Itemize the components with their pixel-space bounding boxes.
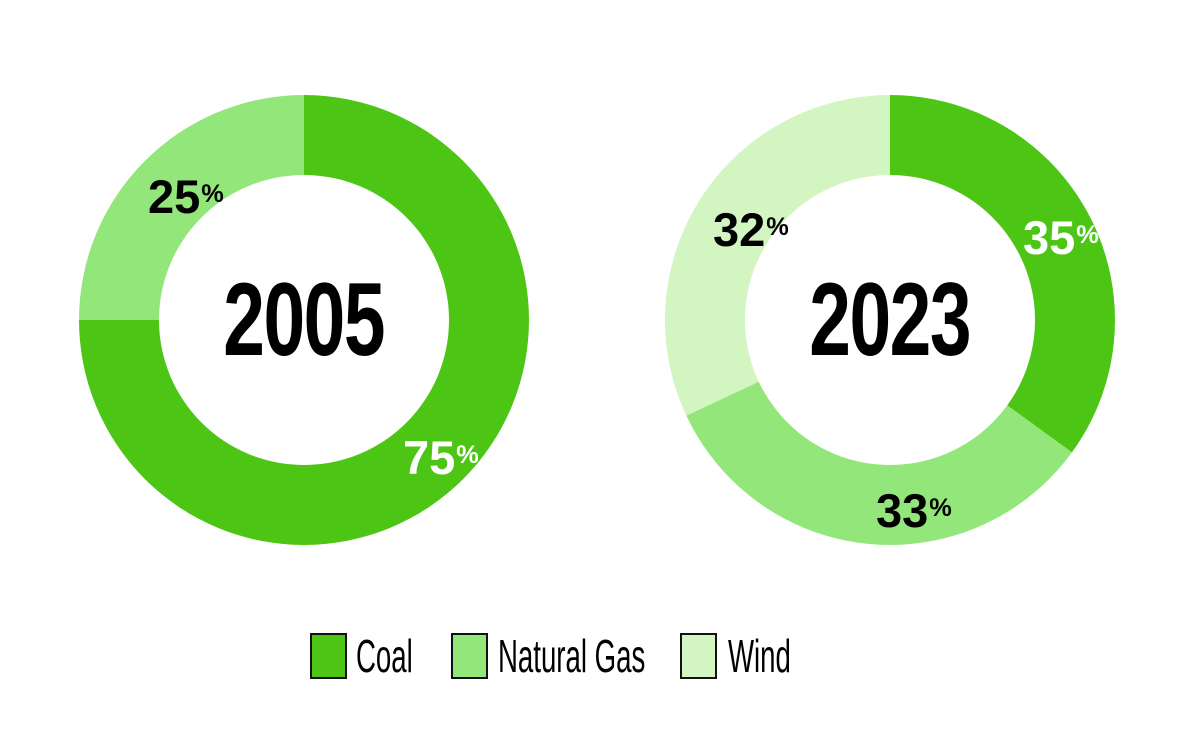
donut-hole-2005: 2005 xyxy=(159,175,449,465)
legend-label-wind: Wind xyxy=(728,630,791,682)
legend-swatch-coal xyxy=(310,633,347,679)
slice-value-label-2023-wind: 32% xyxy=(713,203,789,257)
slice-value: 32 xyxy=(713,203,766,256)
slice-value: 75 xyxy=(403,431,456,484)
center-year-label-2005: 2005 xyxy=(223,262,386,378)
donut-hole-2023: 2023 xyxy=(745,175,1035,465)
center-year-label-2023: 2023 xyxy=(809,262,972,378)
legend-label-natural-gas: Natural Gas xyxy=(498,630,646,682)
slice-value: 33 xyxy=(876,484,929,537)
donut-chart-2023: 2023 xyxy=(665,95,1115,545)
slice-value-label-2023-natural-gas: 33% xyxy=(876,484,952,538)
slice-value-label-2005-natural-gas: 25% xyxy=(148,170,224,224)
legend-swatch-natural-gas xyxy=(451,633,488,679)
percent-sign: % xyxy=(456,441,479,470)
slice-value: 25 xyxy=(148,170,201,223)
donut-chart-2005: 2005 xyxy=(79,95,529,545)
percent-sign: % xyxy=(929,494,952,523)
percent-sign: % xyxy=(766,213,789,242)
slice-value-label-2005-coal: 75% xyxy=(403,431,479,485)
slice-value: 35 xyxy=(1023,211,1076,264)
legend-label-coal: Coal xyxy=(356,630,413,682)
percent-sign: % xyxy=(1076,221,1099,250)
slice-value-label-2023-coal: 35% xyxy=(1023,211,1099,265)
legend-swatch-wind xyxy=(680,633,717,679)
percent-sign: % xyxy=(201,180,224,209)
